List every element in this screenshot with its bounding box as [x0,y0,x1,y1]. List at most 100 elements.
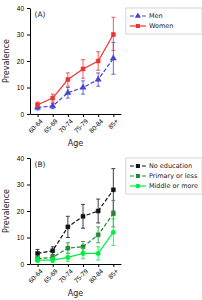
y-tick: 0 [20,261,30,268]
marker [35,258,40,263]
legend-frame [126,158,202,194]
marker [111,212,115,216]
error-bar [96,199,100,223]
marker [51,249,55,253]
y-tick: 40 [17,5,30,12]
x-tick-label: 70-74 [57,117,74,134]
x-tick: 60-64 [27,114,44,134]
error-bar [81,204,85,228]
legend-swatch-marker [136,164,140,168]
x-tick-label: 85+ [107,267,120,280]
y-tick-label: 40 [17,155,25,162]
legend-label: No education [149,162,192,170]
x-tick-mark [98,264,99,267]
x-tick-mark [53,264,54,267]
series-line [38,35,114,105]
marker [81,251,86,256]
legend: No education Primary or less Middle or mor… [126,158,202,194]
y-tick-label: 0 [20,111,24,118]
y-tick-label: 20 [17,58,25,65]
y-tick: 20 [17,58,30,65]
y-tick-mark [27,61,30,62]
x-tick-mark [113,114,114,117]
legend: MenWomen [126,8,202,34]
series [35,219,115,263]
error-bar [66,73,70,86]
y-tick: 20 [17,208,30,215]
marker [111,33,115,37]
marker [66,78,70,82]
legend-item: No education [130,162,192,170]
legend-swatch-marker [135,12,141,17]
x-tick: 75-79 [72,264,89,284]
x-tick-label: 60-64 [27,267,44,284]
plot-area [35,169,115,263]
x-tick-mark [53,114,54,117]
error-bar [51,94,55,102]
x-tick-mark [68,264,69,267]
error-bar [96,247,100,260]
x-tick: 65-69 [42,114,59,134]
legend-label: Middle or more [149,182,198,190]
y-tick: 10 [17,234,30,241]
marker [96,251,101,256]
x-tick-mark [83,264,84,267]
error-bar [36,257,40,262]
marker [96,233,100,237]
marker [66,255,71,260]
x-tick-mark [113,264,114,267]
y-tick-mark [27,8,30,9]
legend-swatch-marker [136,184,141,189]
x-tick: 60-64 [27,264,44,284]
error-bar [66,253,70,261]
y-tick-label: 30 [17,31,25,38]
error-bar [51,257,55,262]
x-tick-label: 85+ [107,117,120,130]
chart: 60-6465-6970-7475-7980-8485+010203040(A)… [0,0,202,300]
x-tick-mark [98,114,99,117]
error-bar [36,102,40,107]
x-tick: 75-79 [72,114,89,134]
x-tick-mark [38,264,39,267]
annotation: (A) [35,10,46,19]
x-axis: 60-6465-6970-7475-7980-8485+ [27,114,121,134]
y-tick-mark [27,211,30,212]
marker [95,76,101,81]
legend-item: Primary or less [130,172,198,180]
error-bar [66,243,70,254]
x-tick: 65-69 [42,264,59,284]
y-tick-label: 10 [17,84,25,91]
y-tick-mark [27,88,30,89]
error-bar [81,248,85,259]
x-axis-line [31,114,122,115]
series-line [38,232,114,260]
legend-frame [126,8,202,34]
y-tick-mark [27,158,30,159]
x-tick-label: 70-74 [57,267,74,284]
y-axis-title: Prevalence [2,189,11,233]
x-tick: 70-74 [57,114,74,134]
marker [81,67,85,71]
x-tick: 80-84 [88,114,105,134]
marker [50,258,55,263]
series [36,200,116,261]
marker [50,103,56,108]
x-tick-label: 80-84 [88,267,105,284]
x-axis-title: Age [68,139,84,148]
x-tick-label: 75-79 [72,117,89,134]
y-tick-label: 10 [17,234,25,241]
y-axis-line [30,159,31,265]
marker [111,188,115,192]
marker [36,103,40,107]
legend-item: Men [130,12,163,20]
x-tick: 85+ [107,114,120,130]
x-tick-mark [83,114,84,117]
marker [81,214,85,218]
series-line [38,214,114,259]
y-axis: 010203040 [17,155,31,268]
legend-item: Middle or more [130,182,198,190]
x-tick: 80-84 [88,264,105,284]
error-bar [51,247,55,255]
error-bar [111,219,115,246]
panel: 60-6465-6970-7475-7980-8485+010203040(B)… [2,155,202,298]
